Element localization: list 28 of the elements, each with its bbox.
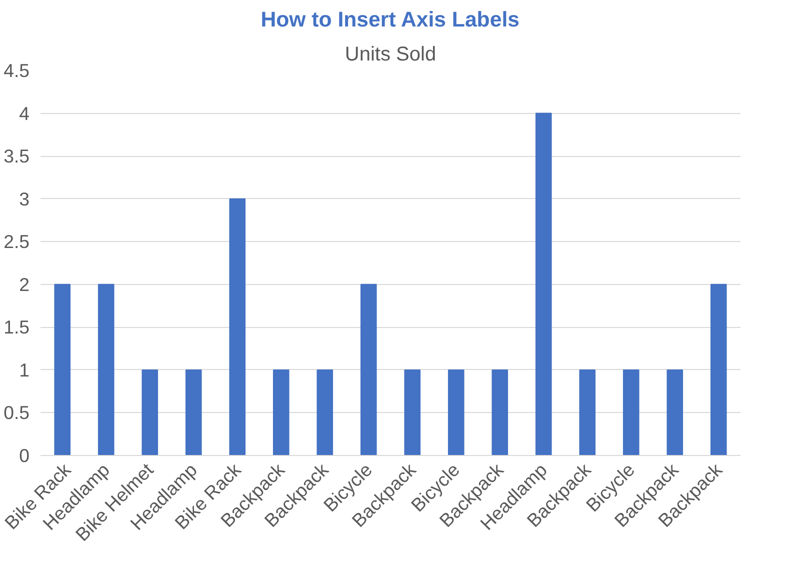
bar bbox=[710, 284, 727, 456]
bar bbox=[448, 369, 464, 456]
bar bbox=[142, 369, 158, 456]
bar bbox=[666, 369, 684, 456]
bar bbox=[360, 284, 377, 456]
chart-title: How to Insert Axis Labels bbox=[260, 8, 520, 32]
bar bbox=[98, 284, 114, 456]
y-tick-label: 4.5 bbox=[4, 60, 30, 81]
bar bbox=[185, 369, 202, 456]
y-tick-label: 0 bbox=[19, 445, 30, 466]
bar bbox=[272, 369, 290, 456]
bar bbox=[229, 198, 246, 456]
y-tick-label: 3.5 bbox=[4, 146, 30, 167]
chart-subtitle: Units Sold bbox=[344, 44, 436, 66]
bar bbox=[54, 284, 71, 456]
y-tick-label: 1.5 bbox=[4, 316, 30, 338]
y-tick-label: 1 bbox=[19, 359, 30, 380]
bar bbox=[535, 112, 552, 456]
y-tick-label: 2 bbox=[19, 274, 30, 295]
bar bbox=[316, 369, 334, 456]
y-tick-label: 0.5 bbox=[4, 402, 30, 424]
bar bbox=[579, 369, 596, 456]
y-tick-label: 2.5 bbox=[4, 231, 30, 252]
bar bbox=[404, 369, 421, 456]
y-tick-label: 4 bbox=[19, 102, 30, 124]
bar bbox=[492, 369, 508, 456]
y-tick-label: 3 bbox=[19, 188, 30, 210]
bar bbox=[622, 369, 640, 456]
